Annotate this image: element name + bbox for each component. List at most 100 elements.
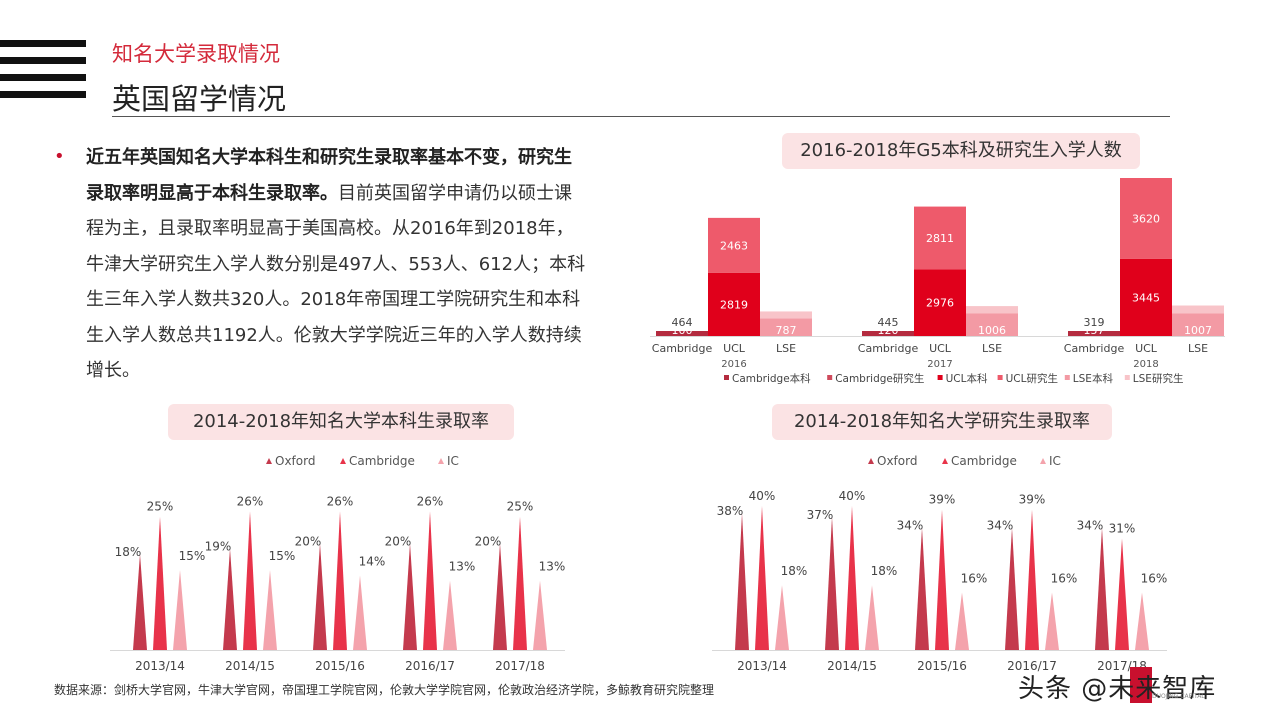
data-label: 464 (672, 316, 693, 329)
data-label: 157 (1084, 324, 1105, 337)
area-spike-cambridge (333, 511, 347, 650)
area-spike-oxford (735, 513, 749, 650)
tick-label: 2015/16 (917, 659, 967, 673)
title-divider (112, 116, 1170, 117)
data-label: 3445 (1132, 291, 1160, 304)
data-label: 14% (359, 554, 386, 568)
pg-rate-chart: Oxford Cambridge IC 38% 40% 18% 2013/14 37% 40% 1… (712, 454, 1167, 673)
tick-label: 2013/14 (135, 659, 185, 673)
bar-ucl-ug (708, 272, 760, 336)
bar-ucl-pg (708, 217, 760, 273)
tick-label: LSE (1188, 342, 1208, 355)
bar-lse-ug (760, 318, 812, 336)
area-spike-ic (173, 570, 187, 650)
area-spike-oxford (223, 548, 237, 650)
data-label: 15% (269, 549, 296, 563)
data-label: 2463 (720, 239, 748, 252)
group-label: 2017 (927, 359, 952, 370)
menu-stripes-icon (0, 40, 86, 108)
bar-lse-pg (1172, 305, 1224, 314)
legend-label: Cambridge研究生 (835, 372, 924, 385)
bar-lse-ug (1172, 313, 1224, 336)
tick-label: UCL (723, 342, 746, 355)
chart-title-pg-rate: 2014-2018年知名大学研究生录取率 (772, 404, 1112, 440)
data-label: 2819 (720, 298, 748, 311)
data-label: 31% (1109, 521, 1136, 535)
legend-swatch (997, 375, 1003, 380)
legend-swatch (868, 458, 874, 464)
data-label: 1007 (1184, 324, 1212, 337)
data-label: 34% (897, 519, 924, 533)
summary-bold: 近五年英国知名大学本科生和研究生录取率基本不变，研究生录取率明显高于本科生录取率… (86, 147, 572, 204)
data-label: 37% (807, 508, 834, 522)
legend-label: UCL本科 (946, 372, 988, 385)
data-label: 40% (749, 489, 776, 503)
group-label: 2016 (721, 359, 746, 370)
data-label: 16% (1051, 571, 1078, 585)
data-label: 40% (839, 489, 866, 503)
legend-swatch (827, 375, 833, 380)
data-label: 2976 (926, 297, 954, 310)
legend-swatch (266, 458, 272, 464)
legend-swatch (937, 375, 943, 380)
area-spike-cambridge (755, 506, 769, 650)
data-label: 18% (871, 564, 898, 578)
legend-label: Cambridge (349, 454, 415, 468)
watermark: 头条 @未来智库 (1018, 674, 1217, 704)
bullet-icon: • (54, 146, 65, 167)
data-label: 18% (781, 564, 808, 578)
data-label: 26% (237, 494, 264, 508)
data-label: 3620 (1132, 212, 1160, 225)
data-label: 26% (417, 494, 444, 508)
data-label: 787 (776, 324, 797, 337)
section-kicker: 知名大学录取情况 (112, 42, 280, 66)
area-spike-ic (1045, 592, 1059, 650)
legend-swatch (438, 458, 444, 464)
legend-swatch (724, 375, 729, 380)
area-spike-cambridge (1025, 509, 1039, 650)
data-label: 18% (115, 545, 142, 559)
legend-label: Cambridge本科 (732, 372, 811, 385)
data-label: 100 (672, 324, 693, 337)
data-label: 38% (717, 504, 744, 518)
legend-label: Cambridge (951, 454, 1017, 468)
data-label: 34% (987, 519, 1014, 533)
area-spike-oxford (313, 543, 327, 650)
data-label: 20% (295, 534, 322, 548)
legend-label: LSE本科 (1073, 372, 1114, 385)
data-label: 34% (1077, 519, 1104, 533)
legend-swatch (340, 458, 346, 464)
data-label: 39% (929, 493, 956, 507)
data-label: 311 (776, 298, 797, 311)
tick-label: Cambridge (652, 342, 713, 355)
tick-label: LSE (982, 342, 1002, 355)
area-spike-oxford (1005, 527, 1019, 650)
legend-swatch (1040, 458, 1046, 464)
legend-label: IC (1049, 454, 1061, 468)
data-label: 1006 (978, 324, 1006, 337)
bar-cambridge-ug (862, 331, 914, 336)
legend-label: IC (447, 454, 459, 468)
area-spike-ic (955, 592, 969, 650)
bar-lse-pg (966, 306, 1018, 314)
area-spike-ic (775, 585, 789, 650)
data-label: 2811 (926, 232, 954, 245)
bar-ucl-ug (1120, 258, 1172, 336)
tick-label: 2016/17 (1007, 659, 1057, 673)
chart-title-enrollment: 2016-2018年G5本科及研究生入学人数 (782, 133, 1140, 169)
data-label: 25% (507, 500, 534, 514)
chart-title-ug-rate: 2014-2018年知名大学本科生录取率 (168, 404, 514, 440)
area-spike-oxford (493, 543, 507, 650)
bar-lse-pg (760, 311, 812, 319)
data-label: 15% (179, 549, 206, 563)
area-spike-cambridge (845, 506, 859, 650)
area-spike-oxford (133, 554, 147, 650)
ug-rate-chart: Oxford Cambridge IC 18% 25% 15% 2013/14 19% 26% 1… (110, 454, 565, 673)
legend-label: LSE研究生 (1133, 372, 1184, 385)
watermark-logo-icon (1130, 667, 1152, 703)
area-spike-cambridge (243, 511, 257, 650)
bar-cambridge-ug (1068, 331, 1120, 336)
tick-label: Cambridge (1064, 342, 1125, 355)
area-spike-ic (353, 575, 367, 650)
